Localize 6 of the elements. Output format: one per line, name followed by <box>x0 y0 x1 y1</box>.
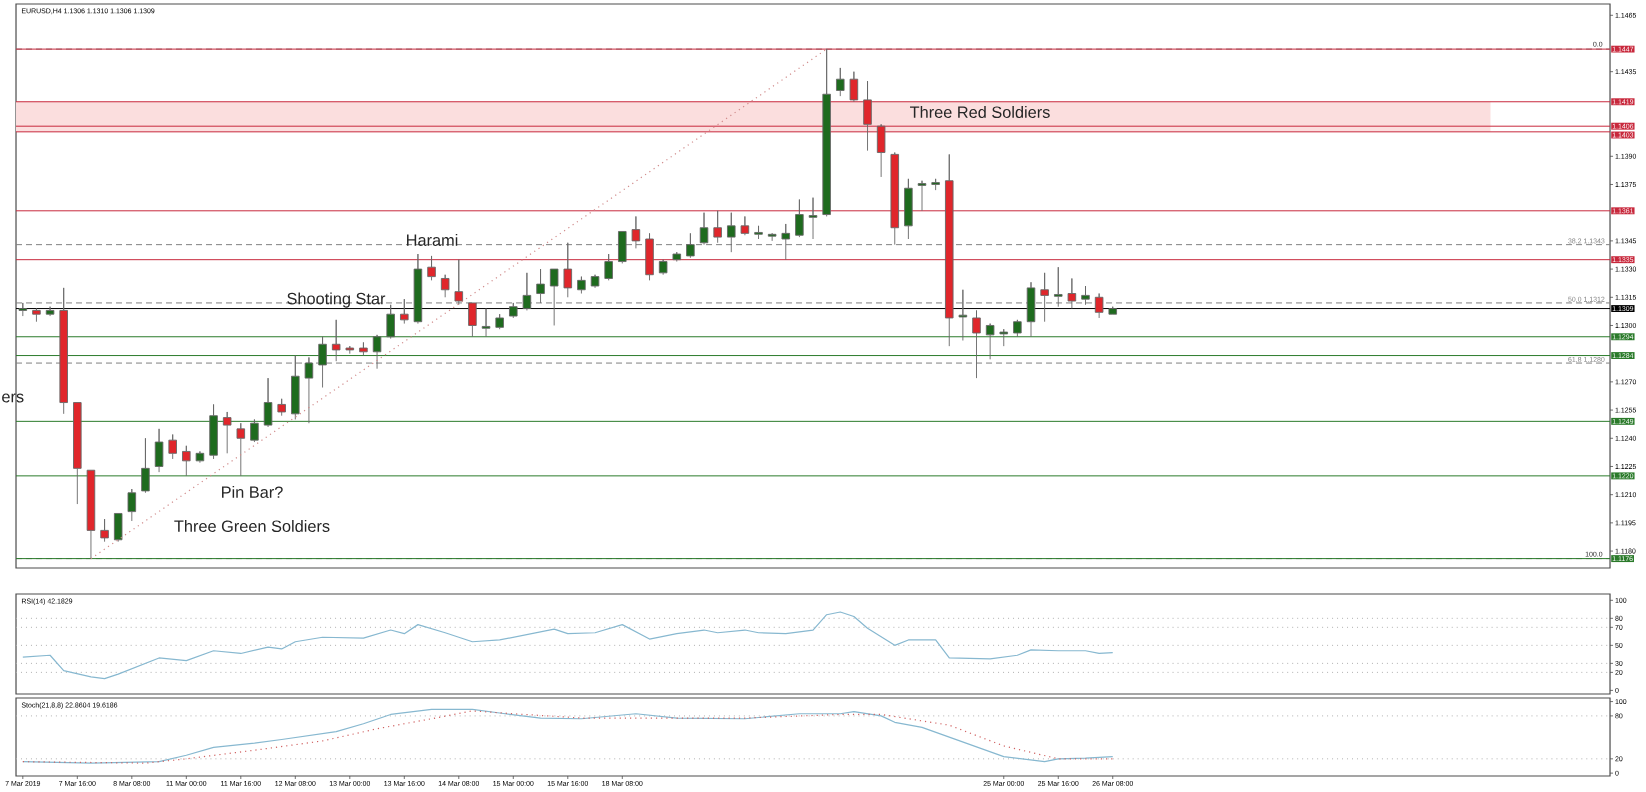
annotation: Three Green Soldiers <box>174 520 330 532</box>
annotation: Pin Bar? <box>222 486 283 498</box>
annotation: Harami <box>407 234 458 246</box>
annotation: Three Red Soldiers <box>910 106 1050 118</box>
annotation: ers <box>2 393 24 403</box>
annotation: Shooting Star <box>287 292 386 308</box>
